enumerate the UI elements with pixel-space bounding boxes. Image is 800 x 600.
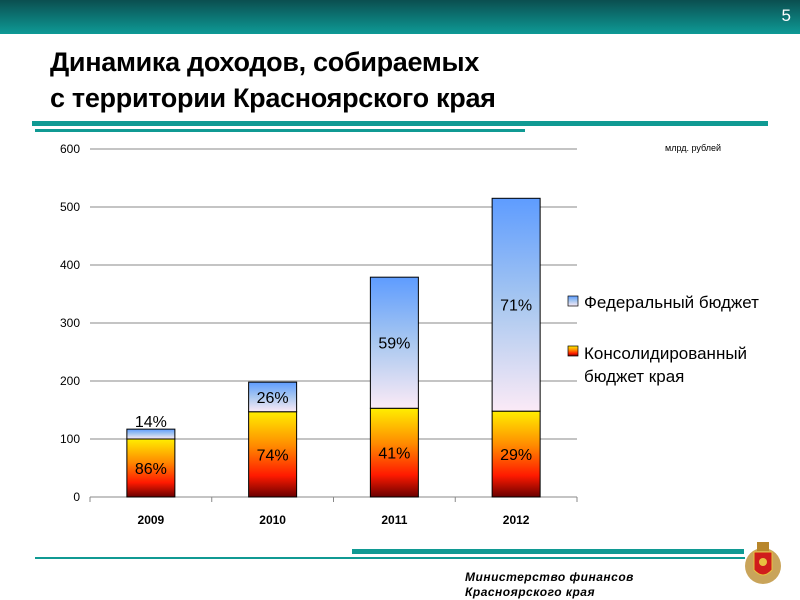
footer-line-1: Министерство финансов [465,570,634,584]
bar-consolidated [248,411,298,498]
y-tick-label: 400 [60,258,80,272]
legend-swatch-consolidated [567,345,579,357]
page-title: Динамика доходов, собираемых с территори… [50,44,496,116]
y-tick-label: 300 [60,316,80,330]
y-tick-label: 100 [60,432,80,446]
coat-of-arms-icon [745,542,781,584]
title-line-2: с территории Красноярского края [50,83,496,113]
data-label: 41% [378,446,410,463]
legend-swatch-federal [567,295,579,307]
bar-federal [369,276,419,409]
bar-federal [248,381,298,413]
x-tick-label: 2010 [259,513,286,527]
bar-federal [126,428,176,440]
divider-bottom-2 [35,557,745,559]
x-tick-label: 2009 [138,513,165,527]
data-label: 26% [257,390,289,407]
footer-org: Министерство финансов Красноярского края [465,570,634,600]
x-tick-label: 2011 [381,513,407,527]
data-label: 14% [135,414,167,431]
footer-line-2: Красноярского края [465,585,596,599]
divider-top-1 [32,121,768,126]
y-tick-label: 0 [73,490,80,504]
bar-consolidated [491,410,541,498]
y-tick-label: 500 [60,200,80,214]
legend-label-consolidated-2: бюджет края [584,367,684,386]
y-tick-label: 600 [60,142,80,156]
data-label: 86% [135,461,167,478]
unit-label: млрд. рублей [665,143,722,153]
top-bar: 5 [0,0,800,34]
data-label: 59% [378,336,410,353]
x-tick-label: 2012 [503,513,530,527]
legend-label-consolidated-1: Консолидированный [584,344,747,363]
divider-top-2 [35,129,525,132]
y-tick-label: 200 [60,374,80,388]
data-label: 74% [257,447,289,464]
bar-federal [491,197,541,412]
data-label: 29% [500,447,532,464]
divider-bottom-1 [352,549,744,554]
legend: Федеральный бюджет Консолидированный бюд… [567,293,759,386]
title-line-1: Динамика доходов, собираемых [50,47,480,77]
data-label: 71% [500,298,532,315]
legend-label-federal: Федеральный бюджет [584,293,759,312]
slide-number: 5 [781,6,791,25]
